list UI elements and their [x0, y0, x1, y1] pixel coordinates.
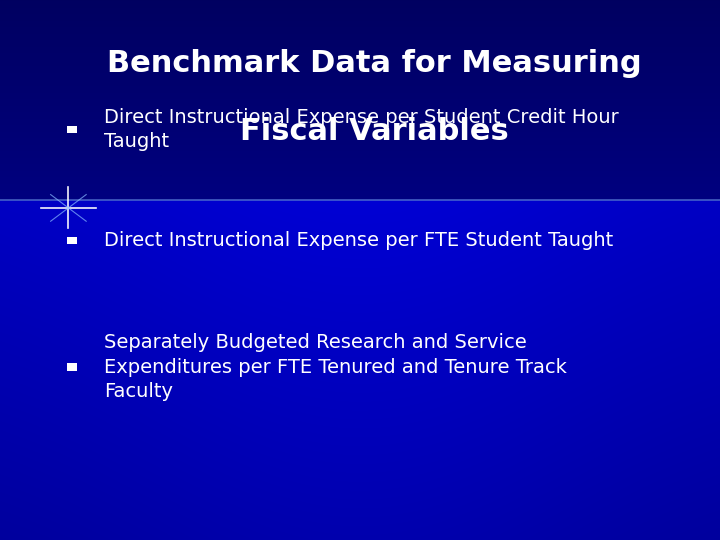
Bar — [67, 237, 77, 244]
Text: Separately Budgeted Research and Service
Expenditures per FTE Tenured and Tenure: Separately Budgeted Research and Service… — [104, 333, 567, 401]
Bar — [67, 363, 77, 371]
Text: Fiscal Variables: Fiscal Variables — [240, 117, 509, 146]
Text: Benchmark Data for Measuring: Benchmark Data for Measuring — [107, 49, 642, 78]
Bar — [67, 126, 77, 133]
Text: Direct Instructional Expense per FTE Student Taught: Direct Instructional Expense per FTE Stu… — [104, 231, 613, 250]
Text: Direct Instructional Expense per Student Credit Hour
Taught: Direct Instructional Expense per Student… — [104, 108, 619, 151]
